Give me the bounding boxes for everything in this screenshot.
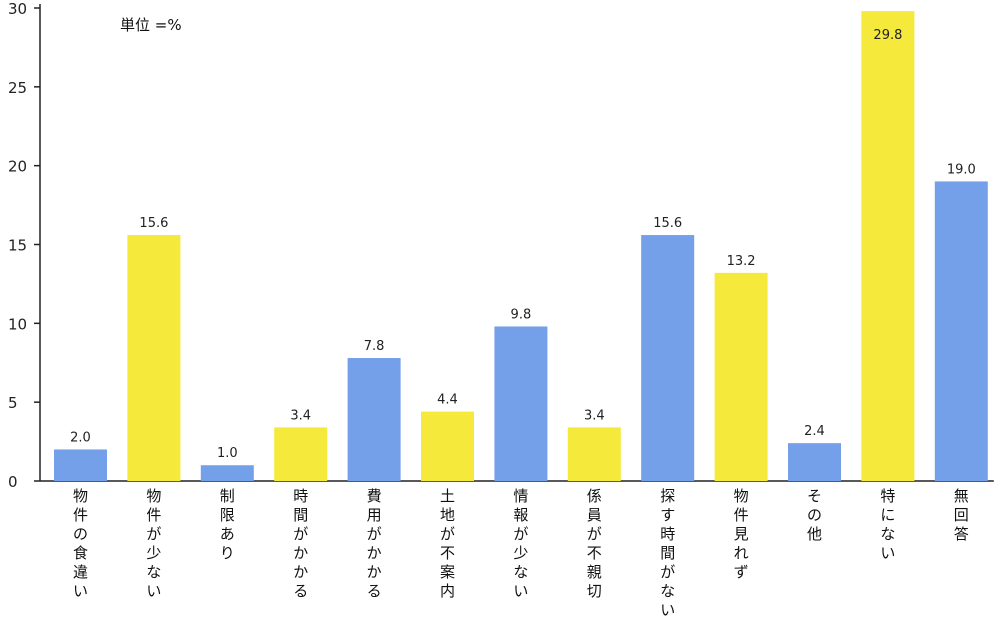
bar-value-label: 15.6	[653, 216, 682, 231]
bar-value-label: 2.0	[70, 430, 91, 445]
y-tick-label: 20	[8, 158, 27, 176]
category-label: 物件見れず	[734, 487, 749, 581]
bar	[421, 411, 474, 481]
y-tick-label: 10	[8, 315, 27, 333]
bar-value-label: 3.4	[290, 408, 311, 423]
bar-value-label: 7.8	[364, 339, 385, 354]
category-label: 物件の食違い	[73, 487, 88, 600]
y-tick-label: 15	[8, 237, 27, 255]
category-label: 費用がかかる	[367, 487, 382, 600]
bar	[934, 181, 988, 481]
category-label: 特にない	[880, 487, 895, 562]
bar	[127, 235, 181, 481]
category-label: 情報が少ない	[513, 487, 528, 600]
bar-value-label: 15.6	[139, 216, 168, 231]
bar-value-label: 9.8	[511, 307, 532, 322]
category-label: 探す時間がない	[660, 487, 675, 619]
bar	[861, 11, 915, 482]
bar	[347, 358, 401, 481]
bar	[274, 427, 328, 481]
y-tick-label: 25	[8, 79, 27, 97]
bar-value-label: 3.4	[584, 408, 605, 423]
chart-value-labels: 2.0 15.6 1.0 3.4 7.8 4.4 9.8 3.4 15.6 13.2 2.4 29.8…	[70, 28, 976, 461]
bar-value-label: 19.0	[947, 162, 976, 177]
category-label: 制限あり	[220, 487, 235, 562]
bar-value-label: 2.4	[804, 424, 825, 439]
bar	[788, 443, 841, 481]
category-label: 無回答	[954, 487, 969, 543]
y-tick-label: 0	[8, 473, 18, 491]
bar	[641, 235, 695, 481]
category-label: 土地が不案内	[440, 487, 455, 600]
chart-bars	[54, 11, 988, 482]
category-label: 物件が少ない	[146, 487, 161, 600]
y-tick-label: 5	[8, 394, 18, 412]
bar	[494, 326, 548, 481]
bar	[714, 272, 768, 481]
bar-value-label: 4.4	[437, 393, 458, 408]
bar-value-label: 13.2	[727, 254, 756, 269]
bar	[567, 427, 621, 481]
category-label: 係員が不親切	[587, 487, 602, 600]
y-tick-label: 30	[8, 0, 27, 18]
category-label: 時間がかかる	[293, 487, 308, 600]
chart-category-labels: 物件の食違い 物件が少ない 制限あり 時間がかかる 費用がかかる 土地が不案内 情報が少ない…	[73, 487, 969, 619]
unit-note: 単位 =%	[120, 16, 182, 34]
bar	[54, 449, 107, 481]
bar-value-label: 29.8	[873, 28, 902, 43]
category-label: その他	[807, 487, 822, 543]
bar	[200, 465, 254, 481]
bar-value-label: 1.0	[217, 446, 238, 461]
